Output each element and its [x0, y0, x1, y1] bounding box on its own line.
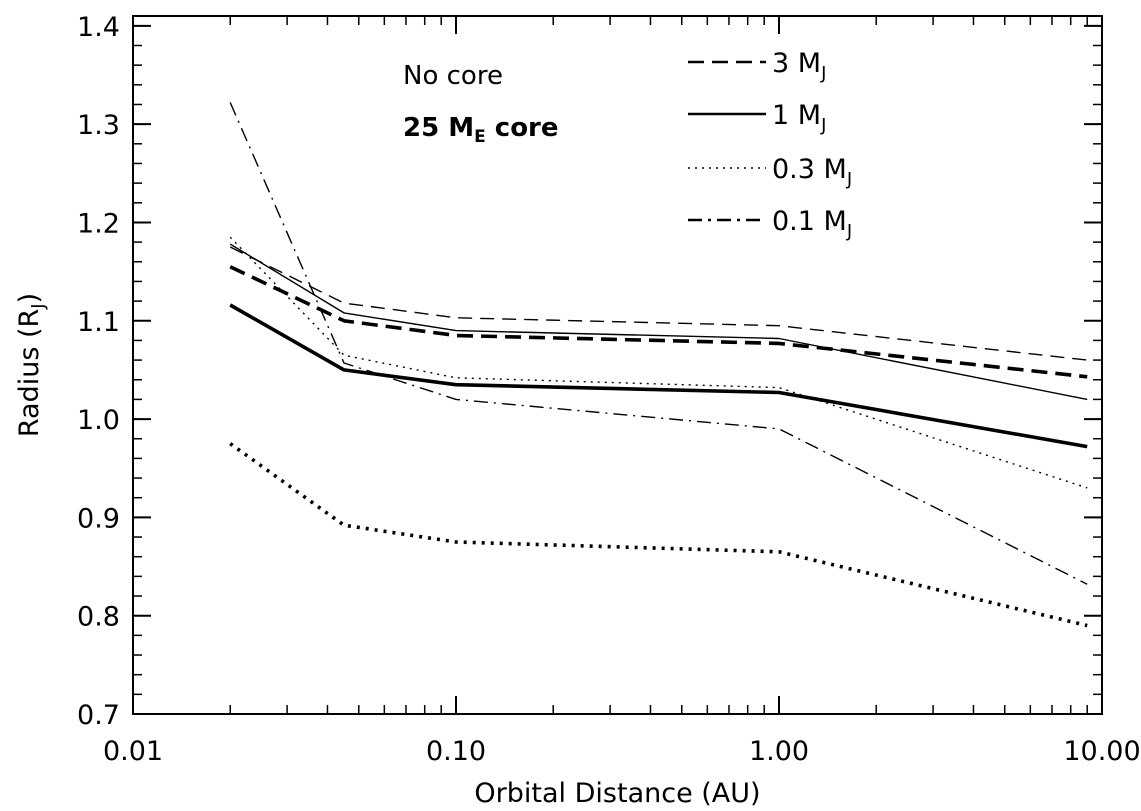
legend-label: 1 MJ: [772, 100, 826, 136]
y-tick-label: 0.8: [77, 602, 120, 633]
legend-label-subscript: J: [846, 169, 852, 190]
legend-label: 3 MJ: [772, 48, 826, 84]
series-lines: [229, 102, 1088, 628]
annotation-core-subscript: E: [474, 127, 486, 147]
x-tick-label: 0.01: [103, 736, 163, 767]
y-tick-label: 1.3: [77, 110, 120, 141]
plot-frame: [132, 15, 1103, 715]
series-line: [229, 102, 1088, 585]
legend-label: 0.1 MJ: [772, 206, 852, 242]
legend-label-main: 0.1 M: [772, 206, 847, 237]
annotation-core-suffix: core: [486, 113, 559, 143]
legend-label: 0.3 MJ: [772, 154, 852, 190]
annotation-no-core: No core: [403, 61, 503, 91]
series-line: [229, 442, 1088, 628]
x-tick-label: 0.10: [426, 736, 486, 767]
y-tick-labels: 0.7 0.8 0.9 1.0 1.1 1.2 1.3 1.4: [77, 12, 120, 731]
y-tick-label: 0.9: [77, 503, 120, 534]
x-tick-labels: 0.01 0.10 1.00 10.00: [103, 736, 1141, 767]
series-line: [229, 303, 1088, 449]
y-tick-label: 0.7: [77, 700, 120, 731]
legend-label-main: 1 M: [772, 100, 821, 131]
annotation-core: 25 ME core: [403, 113, 559, 147]
y-axis-label-subscript: J: [28, 303, 49, 309]
y-tick-label: 1.4: [77, 12, 120, 43]
y-axis-label: Radius (RJ): [14, 293, 49, 437]
series-line: [229, 243, 1088, 401]
y-axis-label-close: ): [14, 293, 45, 304]
y-tick-label: 1.2: [77, 208, 120, 239]
legend-label-subscript: J: [820, 63, 826, 84]
legend-label-subscript: J: [820, 115, 826, 136]
x-tick-label: 10.00: [1063, 736, 1140, 767]
x-axis-label: Orbital Distance (AU): [474, 778, 760, 809]
y-tick-label: 1.0: [77, 405, 120, 436]
major-ticks: [132, 16, 1103, 715]
series-line: [229, 236, 1088, 489]
series-line: [229, 265, 1088, 379]
x-tick-label: 1.00: [749, 736, 809, 767]
annotation-core-main: 25 M: [403, 113, 474, 143]
minor-ticks: [133, 16, 1102, 715]
y-tick-label: 1.1: [77, 307, 120, 338]
legend-label-main: 0.3 M: [772, 154, 847, 185]
series-line: [229, 246, 1088, 361]
y-axis-label-main: Radius (R: [14, 309, 45, 437]
legend-label-subscript: J: [846, 221, 852, 242]
legend: 3 MJ1 MJ0.3 MJ0.1 MJ: [688, 48, 852, 242]
legend-label-main: 3 M: [772, 48, 821, 79]
